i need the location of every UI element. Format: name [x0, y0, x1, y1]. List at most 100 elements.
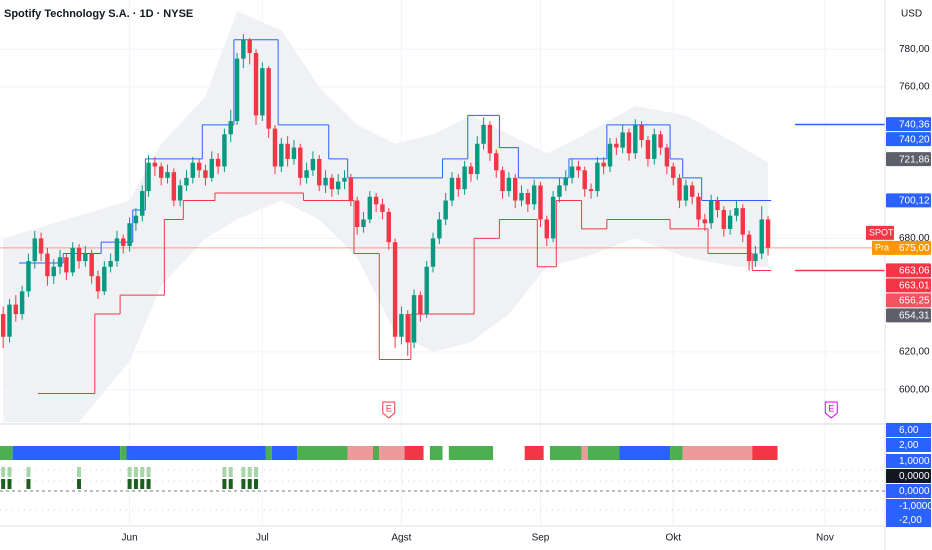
indicator-axis-box — [886, 499, 931, 513]
candle-body — [323, 177, 328, 186]
candle-body — [203, 170, 208, 178]
signal-bar-dark — [127, 479, 132, 489]
candle-body — [45, 253, 50, 277]
regime-segment — [429, 446, 443, 460]
signal-bar-light — [7, 467, 12, 477]
candle-body — [121, 238, 126, 246]
candle-body — [500, 170, 505, 192]
candle-body — [102, 266, 107, 292]
candle-body — [734, 208, 739, 216]
candle-body — [677, 177, 682, 201]
candle-body — [133, 215, 139, 224]
x-tick-label: Jul — [256, 533, 269, 544]
candle-body — [342, 177, 347, 182]
x-tick-label: Nov — [816, 533, 834, 544]
candle-body — [702, 219, 708, 224]
indicator-axis-label: 0,0000 — [899, 471, 930, 482]
candle-body — [544, 219, 550, 239]
candle-body — [557, 185, 562, 197]
x-tick-label: Agst — [391, 533, 411, 544]
candle-body — [437, 219, 442, 239]
signal-bar-dark — [222, 479, 227, 489]
candle-body — [588, 189, 594, 192]
candle-body — [222, 134, 227, 167]
candle-body — [209, 158, 214, 178]
price-box — [886, 278, 931, 293]
signal-bar-dark — [133, 479, 138, 489]
candle-body — [652, 134, 657, 159]
candle-body — [38, 238, 44, 254]
ticker-box — [866, 225, 894, 240]
regime-segment — [120, 446, 127, 460]
candle-body — [335, 181, 341, 190]
signal-bar-light — [133, 467, 138, 477]
indicator-axis-box — [886, 454, 931, 468]
candle-body — [481, 124, 486, 144]
candle-body — [83, 253, 88, 262]
candle-body — [525, 192, 531, 205]
candle-body — [76, 247, 82, 262]
candle-body — [19, 291, 25, 315]
candle-body — [399, 314, 404, 337]
band-layer — [3, 11, 769, 422]
indicator-axis-label: 0,0000 — [899, 486, 930, 497]
price-tag-box — [872, 240, 892, 255]
candle-body — [272, 128, 278, 167]
candle-body — [95, 276, 101, 292]
earnings-label: E — [828, 403, 834, 413]
price-box-label: 700,12 — [899, 195, 930, 206]
signal-bar-light — [222, 467, 227, 477]
ticker-label: SPOT — [869, 228, 894, 238]
regime-segment — [448, 446, 494, 460]
candle-body — [759, 219, 764, 254]
signal-bar-dark — [247, 479, 252, 489]
candle-body — [361, 219, 366, 228]
candle-body — [506, 177, 512, 192]
x-tick-label: Sep — [532, 533, 550, 544]
currency[interactable]: USD — [901, 9, 922, 20]
candle-body — [531, 185, 537, 205]
candle-body — [146, 162, 151, 192]
candle-body — [127, 223, 132, 246]
candle-body — [740, 208, 745, 235]
regime-segment — [372, 446, 380, 460]
candle-body — [165, 172, 170, 178]
signal-bar-dark — [26, 479, 31, 489]
regime-segment — [682, 446, 753, 460]
indicator-axis-box — [886, 484, 931, 498]
regime-segment — [126, 446, 266, 460]
price-box-label: 654,31 — [899, 311, 930, 322]
regime-segment — [265, 446, 272, 460]
signal-bar-light — [254, 467, 259, 477]
signal-bar-light — [247, 467, 252, 477]
candle-body — [7, 304, 12, 337]
price-box-label: 663,06 — [899, 266, 930, 277]
price-tag: Pra — [875, 243, 889, 253]
signal-bar-dark — [146, 479, 151, 489]
candle-body — [626, 132, 632, 154]
candle-body — [696, 196, 701, 220]
regime-segment — [379, 446, 405, 460]
candle-body — [373, 196, 379, 205]
candle-body — [310, 158, 316, 171]
candle-body — [671, 166, 676, 178]
candle-body — [449, 177, 455, 201]
regime-segment — [297, 446, 348, 460]
indicator-axis-label: 6,00 — [899, 425, 919, 436]
candle-body — [607, 143, 613, 167]
candle-body — [424, 266, 429, 315]
candle-body — [57, 257, 63, 267]
indicator-axis-box — [886, 513, 931, 527]
regime-segment — [0, 446, 13, 460]
candle-body — [114, 238, 120, 262]
candle-body — [354, 200, 360, 228]
candle-body — [582, 170, 587, 190]
candle-body — [443, 200, 448, 220]
candle-body — [108, 261, 113, 267]
signal-bar-dark — [1, 479, 6, 489]
candle-body — [405, 314, 410, 343]
price-box — [886, 132, 931, 147]
candle-body — [639, 124, 644, 140]
signal-bar-dark — [77, 479, 82, 489]
y-tick-label: 780,00 — [899, 44, 930, 55]
